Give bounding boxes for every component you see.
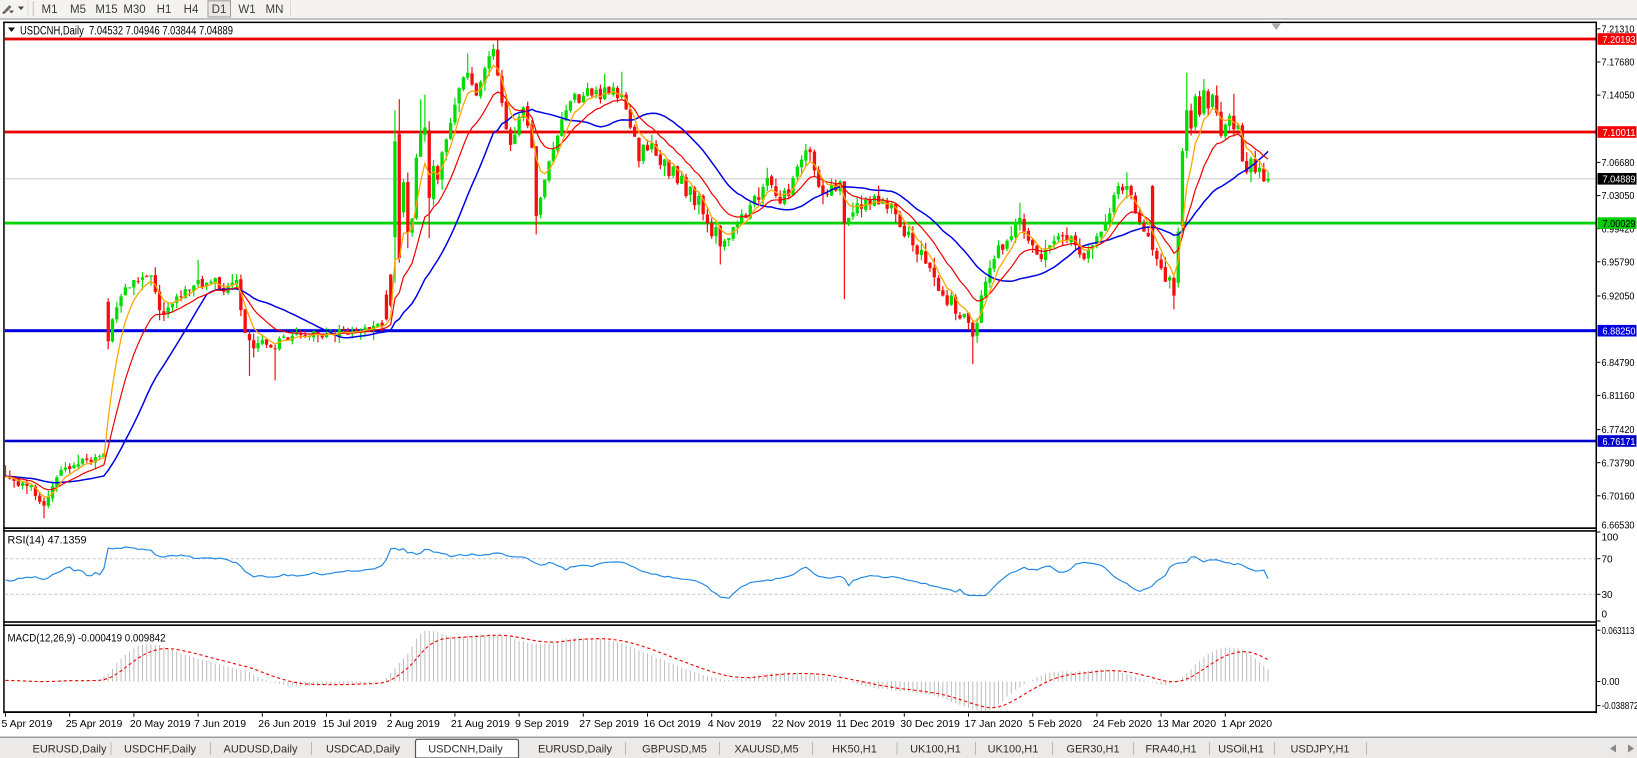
svg-text:W1: W1 bbox=[238, 4, 255, 16]
svg-text:6.73790: 6.73790 bbox=[1602, 458, 1635, 469]
svg-text:5 Feb 2020: 5 Feb 2020 bbox=[1029, 718, 1082, 730]
svg-text:2 Aug 2019: 2 Aug 2019 bbox=[387, 718, 440, 730]
svg-text:6.92050: 6.92050 bbox=[1602, 292, 1635, 303]
svg-text:7.17680: 7.17680 bbox=[1602, 58, 1635, 69]
svg-text:EURUSD,Daily: EURUSD,Daily bbox=[33, 744, 107, 756]
svg-text:0.00: 0.00 bbox=[1602, 677, 1620, 688]
svg-text:MN: MN bbox=[266, 4, 284, 16]
svg-text:MACD(12,26,9) -0.000419 0.0098: MACD(12,26,9) -0.000419 0.009842 bbox=[8, 633, 166, 645]
svg-text:30 Dec 2019: 30 Dec 2019 bbox=[900, 718, 960, 730]
svg-text:HK50,H1: HK50,H1 bbox=[832, 744, 877, 756]
svg-text:GER30,H1: GER30,H1 bbox=[1066, 744, 1119, 756]
svg-text:4 Nov 2019: 4 Nov 2019 bbox=[708, 718, 762, 730]
svg-text:7.21310: 7.21310 bbox=[1602, 24, 1635, 35]
svg-text:6.88250: 6.88250 bbox=[1603, 327, 1636, 338]
svg-text:1 Apr 2020: 1 Apr 2020 bbox=[1221, 718, 1272, 730]
svg-text:D1: D1 bbox=[212, 4, 227, 16]
svg-text:RSI(14) 47.1359: RSI(14) 47.1359 bbox=[8, 535, 87, 547]
svg-text:6.99420: 6.99420 bbox=[1602, 224, 1635, 235]
svg-text:UK100,H1: UK100,H1 bbox=[910, 744, 961, 756]
svg-text:AUDUSD,Daily: AUDUSD,Daily bbox=[224, 744, 298, 756]
svg-text:24 Feb 2020: 24 Feb 2020 bbox=[1093, 718, 1152, 730]
svg-text:16 Oct 2019: 16 Oct 2019 bbox=[644, 718, 701, 730]
svg-text:FRA40,H1: FRA40,H1 bbox=[1145, 744, 1196, 756]
svg-text:UK100,H1: UK100,H1 bbox=[988, 744, 1039, 756]
svg-text:15 Jul 2019: 15 Jul 2019 bbox=[323, 718, 377, 730]
svg-text:H1: H1 bbox=[157, 4, 172, 16]
svg-text:17 Jan 2020: 17 Jan 2020 bbox=[965, 718, 1023, 730]
svg-text:70: 70 bbox=[1602, 554, 1614, 565]
svg-text:7.00029: 7.00029 bbox=[1603, 219, 1636, 230]
svg-text:6.76171: 6.76171 bbox=[1603, 437, 1636, 448]
svg-text:100: 100 bbox=[1602, 533, 1619, 544]
svg-text:USDCAD,Daily: USDCAD,Daily bbox=[326, 744, 400, 756]
svg-text:6.77420: 6.77420 bbox=[1602, 425, 1635, 436]
svg-text:6.70160: 6.70160 bbox=[1602, 491, 1635, 502]
svg-text:11 Dec 2019: 11 Dec 2019 bbox=[836, 718, 895, 730]
svg-text:6.95790: 6.95790 bbox=[1602, 257, 1635, 268]
svg-text:-0.038872: -0.038872 bbox=[1602, 701, 1637, 712]
svg-text:5 Apr 2019: 5 Apr 2019 bbox=[2, 718, 53, 730]
svg-text:30: 30 bbox=[1602, 590, 1614, 601]
svg-text:25 Apr 2019: 25 Apr 2019 bbox=[66, 718, 123, 730]
svg-text:26 Jun 2019: 26 Jun 2019 bbox=[258, 718, 316, 730]
svg-text:13 Mar 2020: 13 Mar 2020 bbox=[1157, 718, 1216, 730]
svg-text:7.14050: 7.14050 bbox=[1602, 91, 1635, 102]
svg-text:20 May 2019: 20 May 2019 bbox=[130, 718, 191, 730]
svg-text:0: 0 bbox=[1602, 610, 1608, 621]
svg-text:7.04889: 7.04889 bbox=[1603, 175, 1636, 186]
svg-text:9 Sep 2019: 9 Sep 2019 bbox=[515, 718, 569, 730]
svg-text:22 Nov 2019: 22 Nov 2019 bbox=[772, 718, 832, 730]
svg-text:6.84790: 6.84790 bbox=[1602, 358, 1635, 369]
svg-text:GBPUSD,M5: GBPUSD,M5 bbox=[642, 744, 707, 756]
svg-text:USDJPY,H1: USDJPY,H1 bbox=[1290, 744, 1349, 756]
svg-text:7.10011: 7.10011 bbox=[1603, 128, 1636, 139]
svg-text:XAUUSD,M5: XAUUSD,M5 bbox=[734, 744, 798, 756]
svg-text:7.06680: 7.06680 bbox=[1602, 158, 1635, 169]
svg-text:6.81160: 6.81160 bbox=[1602, 391, 1635, 402]
svg-text:M1: M1 bbox=[42, 4, 58, 16]
svg-text:M5: M5 bbox=[70, 4, 86, 16]
svg-text:USDCNH,Daily: USDCNH,Daily bbox=[428, 744, 503, 756]
svg-text:7.03050: 7.03050 bbox=[1602, 191, 1635, 202]
svg-text:M15: M15 bbox=[95, 4, 117, 16]
svg-text:0.063113: 0.063113 bbox=[1602, 626, 1635, 637]
svg-text:6.66530: 6.66530 bbox=[1602, 521, 1635, 532]
svg-text:7.20193: 7.20193 bbox=[1603, 35, 1636, 46]
svg-text:USOil,H1: USOil,H1 bbox=[1218, 744, 1264, 756]
svg-text:USDCNH,Daily 7.04532 7.04946: USDCNH,Daily 7.04532 7.04946 7.03844 7.0… bbox=[20, 26, 233, 38]
svg-text:H4: H4 bbox=[184, 4, 199, 16]
svg-text:27 Sep 2019: 27 Sep 2019 bbox=[579, 718, 639, 730]
svg-text:USDCHF,Daily: USDCHF,Daily bbox=[124, 744, 197, 756]
svg-text:7 Jun 2019: 7 Jun 2019 bbox=[194, 718, 246, 730]
svg-text:21 Aug 2019: 21 Aug 2019 bbox=[451, 718, 510, 730]
svg-text:M30: M30 bbox=[123, 4, 145, 16]
svg-text:EURUSD,Daily: EURUSD,Daily bbox=[538, 744, 612, 756]
